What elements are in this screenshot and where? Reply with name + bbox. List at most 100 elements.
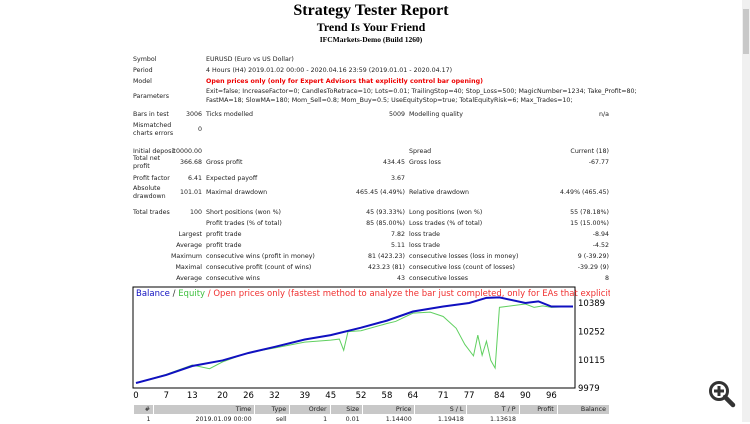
ticks-value: 5009 <box>389 111 405 118</box>
avg-cons-wins: 43 <box>397 275 405 282</box>
cell: 0.01 <box>330 415 363 424</box>
x-tick-label: 13 <box>187 391 198 398</box>
x-tick-label: 58 <box>382 391 393 398</box>
parameters-line-2: FastMA=18; SlowMA=180; Mom_Sell=0.8; Mom… <box>206 97 573 104</box>
largest-label: Largest <box>179 231 202 238</box>
average-label: Average <box>176 242 202 249</box>
avg-loss: -4.52 <box>593 242 609 249</box>
x-tick-label: 7 <box>164 391 169 398</box>
zoom-in-icon[interactable] <box>708 380 736 412</box>
profit-trades: 85 (85.00%) <box>366 220 405 227</box>
cell: 1 <box>290 415 331 424</box>
maximal-cons-loss: -39.29 (9) <box>578 264 609 271</box>
abs-dd: 101.01 <box>180 189 202 196</box>
cell: sell <box>255 415 290 424</box>
expected-payoff-label: Expected payoff <box>206 175 257 182</box>
abs-dd-label-1: Absolute <box>133 185 161 192</box>
mismatch-value: 0 <box>198 126 202 133</box>
x-tick-label: 39 <box>299 391 310 398</box>
spread-label: Spread <box>409 148 431 155</box>
maximal-cons-profit-label: consecutive profit (count of wins) <box>206 264 311 271</box>
largest-profit-label: profit trade <box>206 231 242 238</box>
max-cons-wins-label: consecutive wins (profit in money) <box>206 253 315 260</box>
largest-profit: 7.82 <box>391 231 405 238</box>
scrollbar-thumb[interactable] <box>743 9 749 54</box>
x-tick-label: 0 <box>133 391 138 398</box>
legend-balance: Balance <box>136 289 170 299</box>
loss-trades-label: Loss trades (% of total) <box>409 220 482 227</box>
report-title: Strategy Tester Report <box>0 2 742 20</box>
total-trades: 100 <box>190 209 202 216</box>
y-tick-label: 10115 <box>578 356 605 366</box>
x-tick-label: 26 <box>243 391 254 398</box>
cell: 1.19418 <box>415 415 467 424</box>
largest-loss: -8.94 <box>593 231 609 238</box>
col-header: Size <box>330 405 363 415</box>
col-header: T / P <box>467 405 519 415</box>
avg-loss-label: loss trade <box>409 242 440 249</box>
abs-dd-label-2: drawdown <box>133 193 166 200</box>
maximal-cons-profit: 423.23 (81) <box>368 264 405 271</box>
gross-profit: 434.45 <box>383 159 405 166</box>
balance-equity-chart: Balance / Equity / Open prices only (fas… <box>132 286 610 398</box>
profit-trades-label: Profit trades (% of total) <box>206 220 282 227</box>
x-tick-label: 77 <box>464 391 475 398</box>
quality-value: n/a <box>599 111 609 118</box>
rel-dd: 4.49% (465.45) <box>560 189 609 196</box>
gross-loss-label: Gross loss <box>409 159 441 166</box>
avg-cons-losses: 8 <box>605 275 609 282</box>
svg-text:Balance / Equity / Open prices: Balance / Equity / Open prices only (fas… <box>136 289 610 299</box>
legend-model: / Open prices only (fastest method to an… <box>205 289 610 299</box>
y-tick-label: 9979 <box>578 384 600 394</box>
total-trades-label: Total trades <box>133 209 170 216</box>
quality-label: Modelling quality <box>409 111 463 118</box>
maximal-cons-loss-label: consecutive loss (count of losses) <box>409 264 515 271</box>
rel-dd-label: Relative drawdown <box>409 189 469 196</box>
col-header: Profit <box>519 405 557 415</box>
cell: 1.14400 <box>363 415 415 424</box>
cell: 2019.01.09 00:00 <box>153 415 254 424</box>
col-header: Type <box>255 405 290 415</box>
gross-loss: -67.77 <box>589 159 609 166</box>
cell: 1.13618 <box>467 415 519 424</box>
model-value: Open prices only (only for Expert Adviso… <box>206 78 483 85</box>
long-label: Long positions (won %) <box>409 209 482 216</box>
plot-area <box>133 287 575 388</box>
col-header: S / L <box>415 405 467 415</box>
cell <box>519 415 557 424</box>
short: 45 (93.33%) <box>366 209 405 216</box>
profit-factor: 6.41 <box>188 175 202 182</box>
initial-deposit-label: Initial deposit <box>133 148 176 155</box>
chart-svg: Balance / Equity / Open prices only (fas… <box>132 286 610 398</box>
gross-profit-label: Gross profit <box>206 159 242 166</box>
spread: Current (18) <box>570 148 609 155</box>
x-tick-label: 32 <box>269 391 280 398</box>
legend-sep: / <box>170 289 178 299</box>
x-tick-label: 64 <box>407 391 418 398</box>
col-header: Time <box>153 405 254 415</box>
max-cons-wins: 81 (423.23) <box>368 253 405 260</box>
parameters-label: Parameters <box>133 93 169 100</box>
net-profit: 366.68 <box>180 159 202 166</box>
expert-name: Trend Is Your Friend <box>0 20 742 35</box>
cell: 1 <box>134 415 154 424</box>
y-tick-label: 10389 <box>578 299 605 309</box>
avg-cons-wins-label: consecutive wins <box>206 275 260 282</box>
cell <box>557 415 609 424</box>
maximum-label: Maximum <box>171 253 202 260</box>
col-header: Order <box>290 405 331 415</box>
symbol-label: Symbol <box>133 56 156 63</box>
x-tick-label: 96 <box>546 391 557 398</box>
loss-trades: 15 (15.00%) <box>570 220 609 227</box>
vertical-scrollbar[interactable] <box>742 0 750 422</box>
initial-deposit: 10000.00 <box>172 148 202 155</box>
maximal-label: Maximal <box>175 264 202 271</box>
max-dd-label: Maximal drawdown <box>206 189 267 196</box>
x-tick-label: 71 <box>438 391 449 398</box>
avg-profit: 5.11 <box>391 242 405 249</box>
net-profit-label-1: Total net <box>133 155 160 162</box>
average2-label: Average <box>176 275 202 282</box>
short-label: Short positions (won %) <box>206 209 281 216</box>
x-tick-label: 20 <box>217 391 228 398</box>
